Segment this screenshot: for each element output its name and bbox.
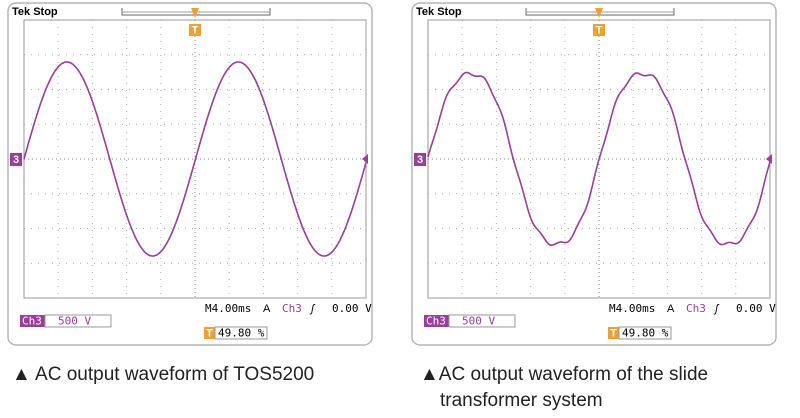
position-marker: T	[206, 327, 213, 339]
position: 49.80 %	[218, 327, 265, 340]
timebase: M4.00ms	[609, 302, 655, 315]
trigger-slope: ʃ	[309, 303, 316, 315]
channel-label-box	[20, 315, 45, 327]
trigger-box	[593, 24, 605, 36]
trigger-marker: T	[192, 24, 199, 36]
trigger-source: Ch3	[282, 302, 302, 315]
channel-marker: 3	[417, 154, 423, 166]
channel-label-box	[424, 315, 449, 327]
channel-box	[414, 153, 426, 166]
scale-box	[448, 314, 516, 328]
status: Tek Stop	[416, 6, 462, 18]
level-arrow	[766, 154, 772, 164]
position-box	[618, 326, 672, 340]
position: 49.80 %	[622, 327, 669, 340]
trigger-marker: T	[596, 24, 603, 36]
caption: ▲ AC output waveform of TOS5200	[12, 364, 315, 385]
scopes: Tek Stop T 3 M4.00ms A Ch3 ʃ 0.00 V Ch3 500 V T 49.…	[7, 2, 777, 346]
position-box	[214, 326, 268, 340]
trigger-level: 0.00 V	[736, 302, 776, 315]
position-marker: T	[610, 327, 617, 339]
position-marker-box	[204, 327, 215, 339]
status: Tek Stop	[12, 6, 58, 18]
channel-marker: 3	[13, 154, 19, 166]
trigger-source: Ch3	[686, 302, 706, 315]
trigger-slope: ʃ	[713, 303, 720, 315]
waveform	[427, 71, 771, 246]
trigger-mode: A	[667, 303, 675, 315]
channel: Ch3	[22, 315, 42, 328]
channel: Ch3	[426, 315, 446, 328]
channel-box	[10, 153, 22, 166]
scale: 500 V	[58, 315, 91, 328]
scale-box	[44, 314, 112, 328]
oscilloscope: Tek Stop T 3 M4.00ms A Ch3 ʃ 0.00 V Ch3 500 V T 49.…	[7, 2, 373, 346]
position-marker-box	[608, 327, 619, 339]
trigger-arrow	[191, 8, 199, 18]
scale: 500 V	[462, 315, 495, 328]
caption: ▲AC output waveform of the slide transfo…	[420, 364, 709, 411]
trigger-level: 0.00 V	[332, 302, 372, 315]
level-arrow	[362, 154, 368, 164]
oscilloscope: Tek Stop T 3 M4.00ms A Ch3 ʃ 0.00 V Ch3 500 V T 49.…	[411, 2, 777, 346]
trigger-arrow	[595, 8, 603, 18]
trigger-mode: A	[263, 303, 271, 315]
timebase: M4.00ms	[205, 302, 251, 315]
trigger-box	[189, 24, 201, 36]
waveform	[23, 61, 367, 257]
